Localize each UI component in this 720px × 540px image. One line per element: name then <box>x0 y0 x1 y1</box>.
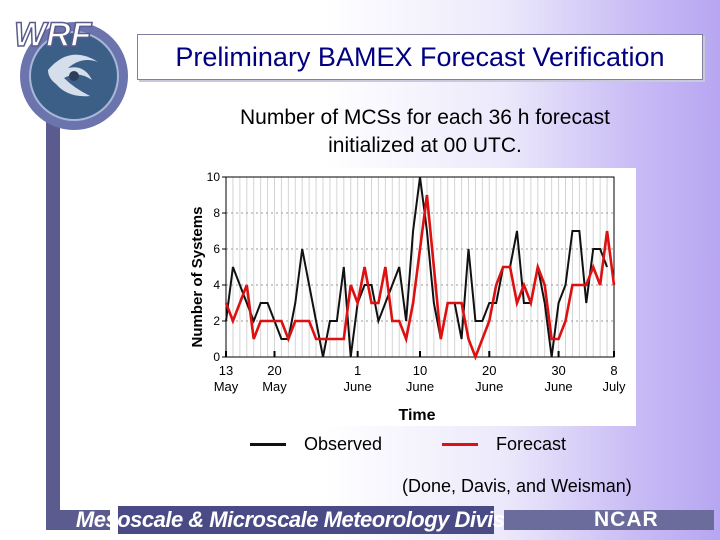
y-tick-label: 2 <box>213 314 220 328</box>
observed-swatch <box>250 443 286 446</box>
wrf-logo: WRF <box>13 15 128 130</box>
y-tick-label: 8 <box>213 206 220 220</box>
x-tick-label-day: 30 <box>551 363 565 378</box>
x-tick-label-month: June <box>344 379 372 394</box>
x-tick-label-month: May <box>262 379 287 394</box>
legend-observed-label: Observed <box>304 434 383 454</box>
chart-legend: Observed Forecast <box>250 434 650 458</box>
description-line-2: initialized at 00 UTC. <box>328 134 522 157</box>
author-credits: (Done, Davis, and Weisman) <box>402 476 632 496</box>
footer-right-bar <box>504 510 714 530</box>
x-tick-label-day: 8 <box>610 363 617 378</box>
x-tick-label-day: 10 <box>413 363 427 378</box>
x-tick-label-month: July <box>602 379 626 394</box>
y-tick-label: 6 <box>213 242 220 256</box>
x-tick-label-day: 1 <box>354 363 361 378</box>
hurricane-globe-icon <box>20 22 128 130</box>
y-tick-label: 0 <box>213 350 220 364</box>
x-tick-label-day: 20 <box>482 363 496 378</box>
y-tick-label: 4 <box>213 278 220 292</box>
x-axis-label: Time <box>398 407 435 424</box>
y-tick-label: 10 <box>207 170 221 184</box>
division-banner: Mesoscale & Microscale Meteorology Divis… <box>75 506 537 534</box>
chart-description: Number of MCSs for each 36 h forecast in… <box>180 104 670 160</box>
legend-forecast: Forecast <box>442 434 566 455</box>
x-tick-label-day: 20 <box>267 363 281 378</box>
legend-forecast-label: Forecast <box>496 434 567 454</box>
y-axis-label: Number of Systems <box>189 207 206 348</box>
x-tick-label-month: June <box>406 379 434 394</box>
x-tick-label-month: June <box>544 379 572 394</box>
x-tick-label-day: 13 <box>219 363 233 378</box>
left-accent-bar <box>46 110 60 530</box>
slide-title: Preliminary BAMEX Forecast Verification <box>137 34 703 80</box>
mcs-count-chart: 024681013May20May1June10June20June30June… <box>180 168 636 426</box>
ncar-logo-text: NCAR <box>594 508 659 531</box>
footer-accent-bar <box>46 510 110 530</box>
x-tick-label-month: June <box>475 379 503 394</box>
x-tick-label-month: May <box>214 379 239 394</box>
forecast-swatch <box>442 443 478 446</box>
logo-text: WRF <box>14 16 93 54</box>
series-line-forecast <box>224 194 616 361</box>
legend-observed: Observed <box>250 434 382 455</box>
description-line-1: Number of MCSs for each 36 h forecast <box>240 106 610 129</box>
